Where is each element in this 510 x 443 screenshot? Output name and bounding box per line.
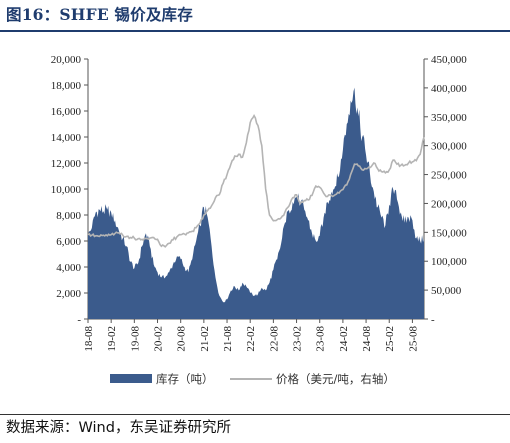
x-tick-label: 19-02: [106, 326, 118, 352]
right-y-tick-label: 150,000: [431, 227, 467, 239]
source-note: 数据来源：Wind，东吴证券研究所: [6, 420, 231, 436]
left-y-tick-label: 2,000: [56, 288, 81, 300]
right-y-tick-label: 350,000: [431, 112, 467, 124]
price-line-series: [87, 113, 425, 248]
left-y-tick-label: 10,000: [51, 184, 82, 196]
title-divider: [0, 30, 510, 32]
x-tick-label: 24-08: [361, 326, 373, 352]
x-tick-label: 19-08: [129, 326, 141, 352]
left-y-tick-label: 20,000: [51, 54, 82, 66]
right-y-tick-label: 200,000: [431, 198, 467, 210]
x-tick-label: 22-08: [268, 326, 280, 352]
x-tick-label: 21-02: [199, 326, 211, 352]
right-y-tick-label: 50,000: [431, 285, 462, 297]
right-y-tick-label: -: [431, 314, 435, 326]
x-tick-label: 25-08: [407, 326, 419, 352]
legend-swatch-inventory: [110, 374, 152, 383]
right-y-tick-label: 250,000: [431, 170, 467, 182]
x-tick-label: 21-08: [222, 326, 234, 352]
legend-label-price: 价格（美元/吨，右轴）: [276, 372, 395, 386]
legend-label-inventory: 库存（吨）: [156, 372, 214, 386]
x-tick-label: 20-02: [153, 326, 165, 352]
left-y-tick-label: 16,000: [51, 106, 82, 118]
tin-price-inventory-chart: - 2,000 4,000 6,000 8,000 10,000 12,000 14,000 1…: [51, 54, 468, 386]
x-tick-label: 23-08: [315, 326, 327, 352]
x-tick-label: 24-02: [338, 326, 350, 352]
inventory-area-series: [88, 87, 424, 319]
x-tick-label: 18-08: [83, 326, 95, 352]
right-y-tick-label: 300,000: [431, 141, 467, 153]
chart-title: 图16：SHFE 锡价及库存: [6, 5, 193, 24]
left-y-tick-label: 4,000: [56, 262, 81, 274]
footer-divider: [0, 414, 510, 415]
x-tick-label: 20-08: [176, 326, 188, 352]
right-y-tick-label: 400,000: [431, 83, 467, 95]
x-tick-label: 22-02: [245, 326, 257, 352]
left-y-tick-label: 14,000: [51, 132, 82, 144]
left-y-tick-label: 8,000: [56, 210, 81, 222]
left-y-tick-label: 18,000: [51, 80, 82, 92]
left-y-tick-label: 12,000: [51, 158, 82, 170]
left-y-tick-label: 6,000: [56, 236, 81, 248]
left-y-tick-label: -: [77, 314, 81, 326]
right-y-tick-label: 450,000: [431, 54, 467, 66]
x-tick-label: 23-02: [292, 326, 304, 352]
right-y-tick-label: 100,000: [431, 256, 467, 268]
legend: 库存（吨） 价格（美元/吨，右轴）: [110, 372, 395, 386]
x-tick-label: 25-02: [384, 326, 396, 352]
ticks-group: - 2,000 4,000 6,000 8,000 10,000 12,000 14,000 1…: [51, 54, 468, 352]
